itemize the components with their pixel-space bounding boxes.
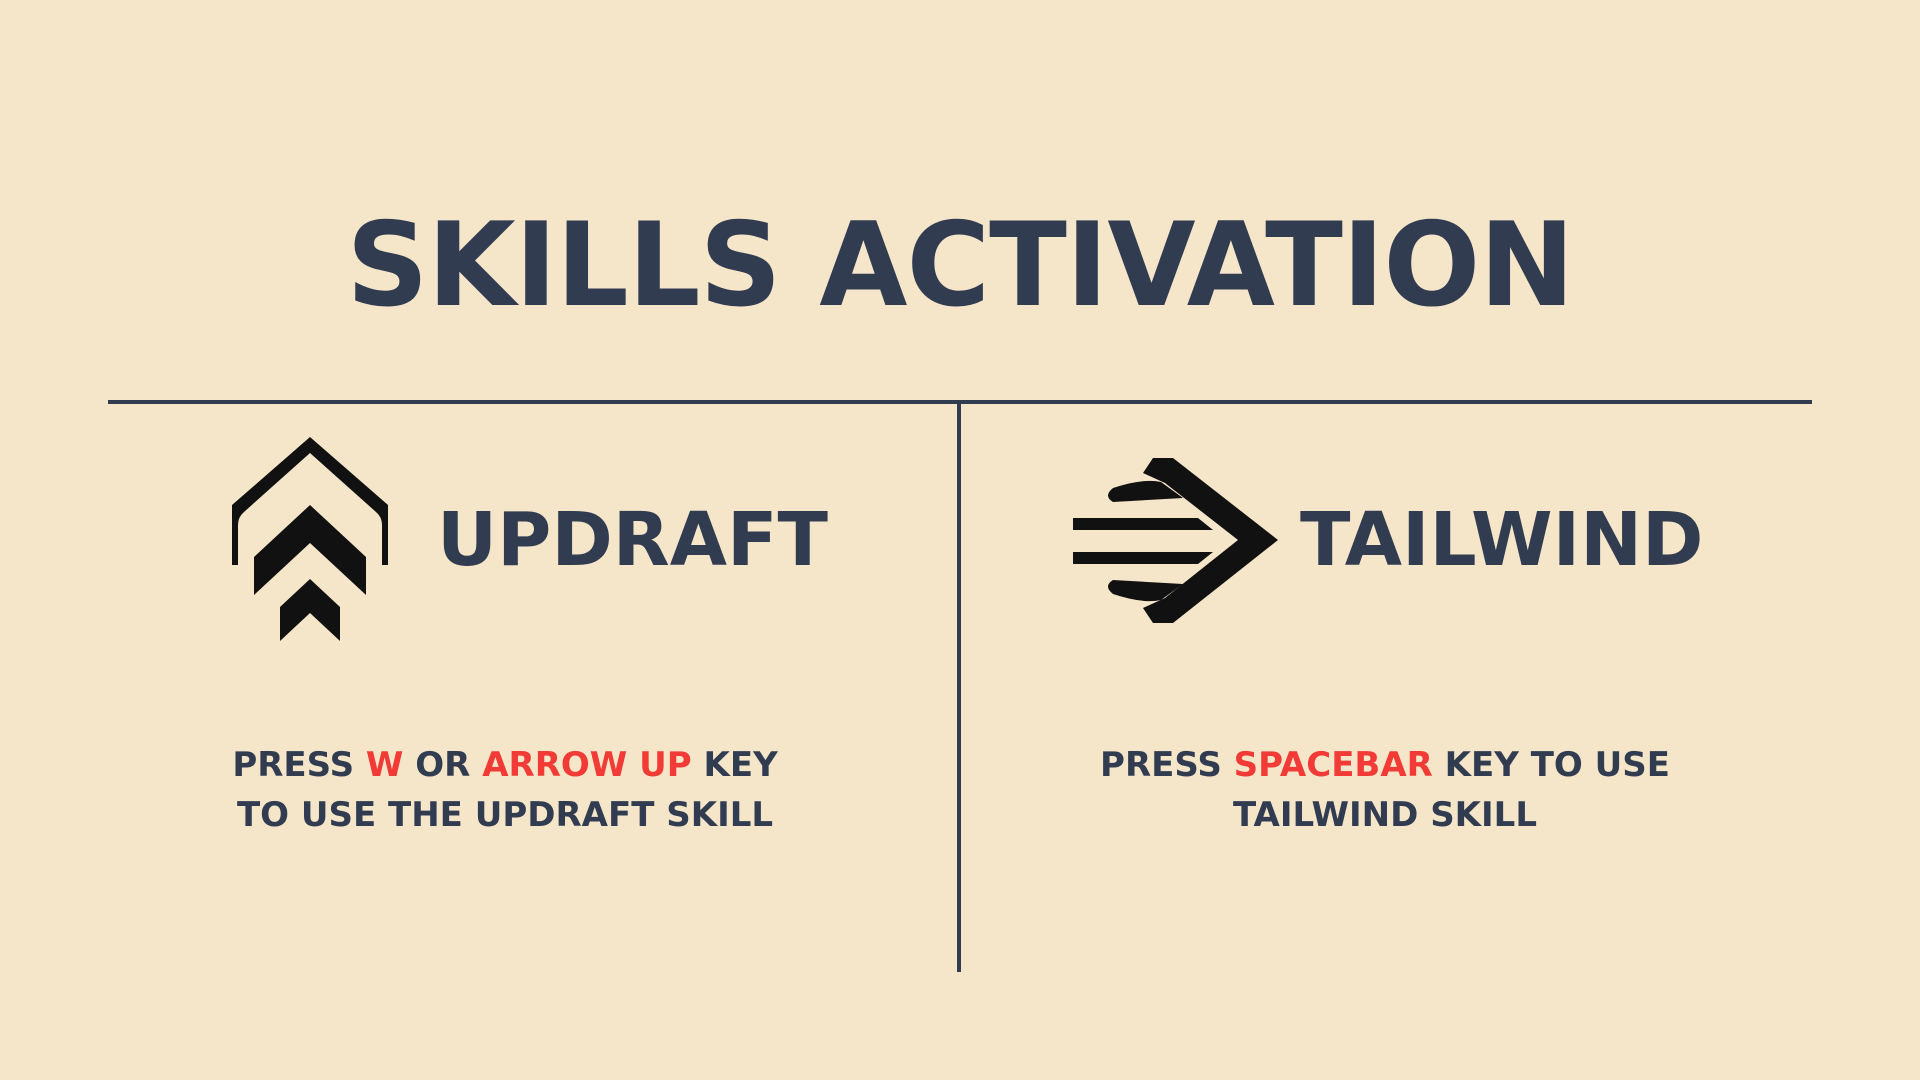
- instruction-text: KEY TO USE: [1432, 745, 1670, 785]
- instruction-text: PRESS: [232, 745, 366, 785]
- instruction-text: PRESS: [1100, 745, 1234, 785]
- instruction-tailwind: PRESS SPACEBAR KEY TO USE TAILWIND SKILL: [1040, 740, 1730, 840]
- page-title: SKILLS ACTIVATION: [346, 196, 1574, 333]
- instruction-line: PRESS SPACEBAR KEY TO USE: [1040, 740, 1730, 790]
- horizontal-divider: [108, 400, 1812, 404]
- instruction-line: TAILWIND SKILL: [1232, 795, 1538, 835]
- vertical-divider: [957, 404, 961, 972]
- skill-name-updraft: UPDRAFT: [437, 497, 829, 583]
- instruction-line: TO USE THE UPDRAFT SKILL: [236, 795, 774, 835]
- instruction-text: KEY: [691, 745, 778, 785]
- updraft-chevrons-icon: [232, 437, 388, 645]
- instruction-updraft: PRESS W OR ARROW UP KEY TO USE THE UPDRA…: [160, 740, 850, 840]
- instruction-text: OR: [403, 745, 483, 785]
- tailwind-arrow-icon: [1073, 458, 1278, 623]
- key-w: W: [365, 745, 404, 785]
- key-arrow-up: ARROW UP: [482, 745, 692, 785]
- instruction-line: PRESS W OR ARROW UP KEY: [160, 740, 850, 790]
- key-spacebar: SPACEBAR: [1233, 745, 1433, 785]
- skill-name-tailwind: TAILWIND: [1300, 497, 1704, 583]
